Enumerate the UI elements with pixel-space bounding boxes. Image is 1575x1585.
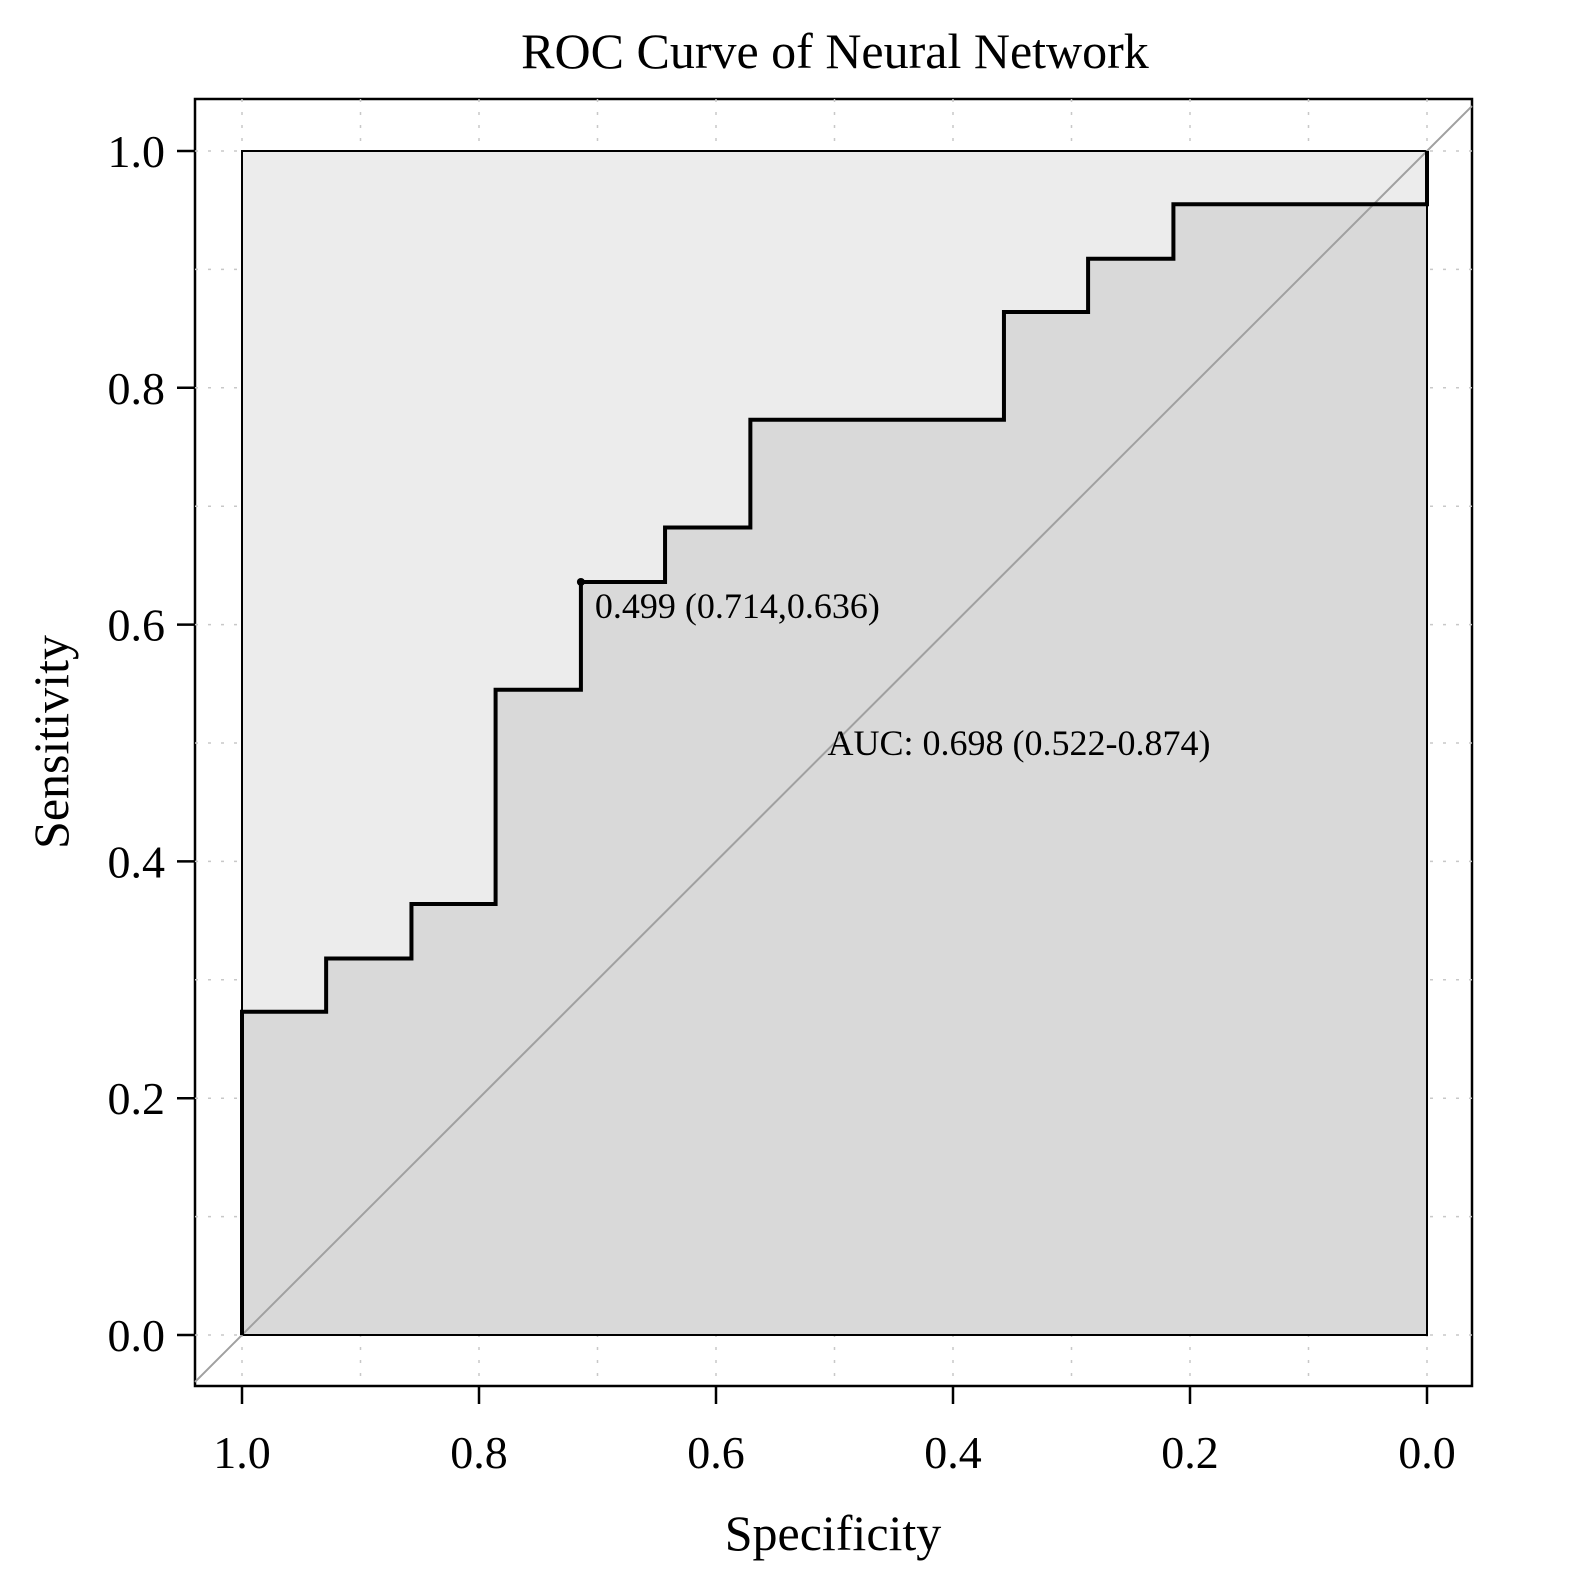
chart-title: ROC Curve of Neural Network (521, 23, 1149, 79)
best-threshold-point (576, 577, 585, 586)
chance-diagonal (194, 105, 1473, 1383)
x-axis-label: Specificity (725, 1505, 942, 1561)
auc-label: AUC: 0.698 (0.522-0.874) (828, 723, 1211, 763)
y-axis-label: Sensitivity (23, 635, 79, 849)
y-tick-label: 0.4 (108, 836, 166, 887)
best-threshold-label: 0.499 (0.714,0.636) (595, 586, 880, 626)
y-tick-label: 0.6 (108, 600, 166, 651)
x-axis: 1.0 0.8 0.6 0.4 0.2 0.0 (213, 1386, 1456, 1478)
y-tick-label: 0.0 (108, 1310, 166, 1361)
x-tick-label: 0.0 (1398, 1427, 1456, 1478)
x-tick-label: 0.6 (687, 1427, 745, 1478)
y-axis: 0.0 0.2 0.4 0.6 0.8 1.0 (108, 126, 195, 1361)
x-tick-label: 0.4 (924, 1427, 982, 1478)
x-tick-label: 1.0 (213, 1427, 271, 1478)
x-tick-label: 0.2 (1161, 1427, 1219, 1478)
y-tick-label: 0.2 (108, 1073, 166, 1124)
y-tick-label: 1.0 (108, 126, 166, 177)
y-tick-label: 0.8 (108, 363, 166, 414)
roc-curve (240, 151, 1429, 1335)
x-tick-label: 0.8 (450, 1427, 508, 1478)
